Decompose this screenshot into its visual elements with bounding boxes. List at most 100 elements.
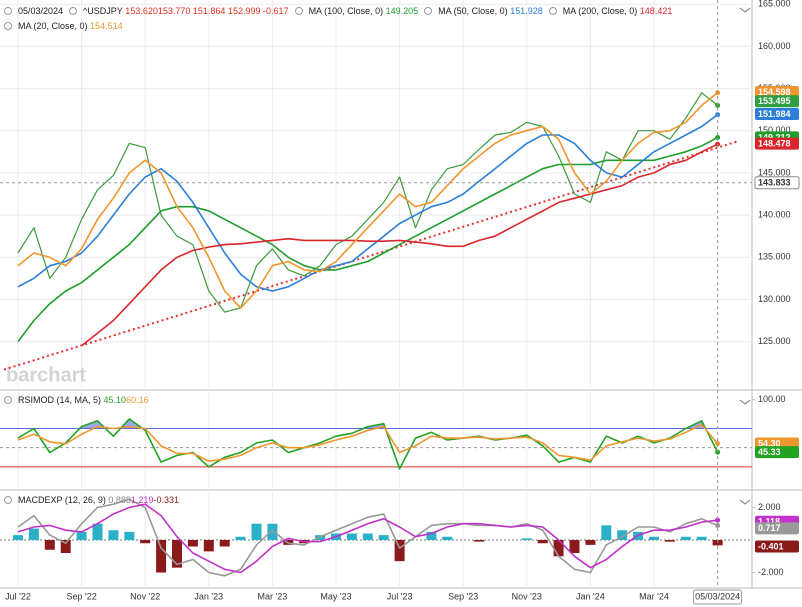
histogram-bar: [187, 540, 198, 547]
legend-change: -0.617: [263, 6, 289, 16]
y-tick-label: -2.000: [758, 567, 784, 577]
trendline: [3, 140, 738, 371]
icon: [548, 7, 557, 15]
y-tick-label: 125.000: [758, 336, 791, 346]
legend-date: 05/03/2024: [18, 6, 64, 16]
end-dot: [715, 102, 721, 108]
end-dot: [715, 134, 721, 140]
legend-close: 152.999: [227, 6, 261, 16]
panel-icon: [739, 399, 751, 405]
x-tick-label: Sep '23: [448, 591, 478, 601]
x-tick-label: Nov '22: [130, 591, 160, 601]
price-badge-label: 143.833: [758, 178, 791, 188]
histogram-bar: [426, 531, 437, 540]
y-tick-label: 140.000: [758, 209, 791, 219]
icon: [4, 7, 12, 15]
series-line: [17, 92, 719, 309]
histogram-bar: [664, 540, 675, 542]
histogram-bar: [362, 533, 373, 540]
histogram-bar: [378, 535, 389, 540]
histogram-bar: [76, 531, 87, 540]
x-tick-label: Mar '23: [258, 591, 288, 601]
y-tick-label: 160.000: [758, 41, 791, 51]
panel-icon: [739, 499, 751, 505]
price-badge-label: 1.118: [758, 517, 780, 527]
icon: [294, 7, 303, 15]
histogram-bar: [680, 536, 691, 540]
histogram-bar: [251, 523, 262, 540]
histogram-bar: [203, 540, 214, 552]
series-line: [17, 136, 718, 343]
price-legend-row2: MA (20, Close, 0) 154.514: [4, 21, 123, 31]
x-tick-label: Nov '23: [512, 591, 542, 601]
price-badge: [755, 95, 799, 108]
histogram-bar: [44, 540, 55, 550]
end-dot: [715, 517, 721, 523]
price-badge: [755, 108, 799, 121]
series-line: [17, 423, 719, 462]
histogram-bar: [108, 530, 119, 540]
legend-name: RSIMOD (14, MA, 5): [18, 395, 102, 405]
histogram-bar: [696, 536, 707, 540]
icon: [4, 22, 12, 30]
y-tick-label: 2.000: [758, 502, 781, 512]
icon: [4, 496, 12, 504]
y-tick-label: 130.000: [758, 294, 791, 304]
watermark: barchart: [6, 364, 86, 386]
price-badge-label: 151.984: [758, 109, 791, 119]
price-badge-label: 153.495: [758, 96, 791, 106]
histogram-bar: [521, 538, 532, 540]
price-badge: [755, 137, 799, 150]
histogram-bar: [140, 540, 151, 544]
legend-value: 149.205: [385, 6, 419, 16]
histogram-bar: [474, 540, 485, 542]
price-badge-label: 149.212: [758, 132, 791, 142]
legend-value: 148.421: [639, 6, 673, 16]
price-badge: [755, 522, 799, 535]
price-badge-label: 148.478: [758, 138, 791, 148]
legend-value: 1.219: [130, 495, 154, 505]
legend-name: MACDEXP (12, 26, 9): [18, 495, 106, 505]
x-tick-label: Sep '22: [66, 591, 96, 601]
histogram-bar: [235, 536, 246, 540]
histogram-bar: [28, 528, 39, 540]
histogram-bar: [553, 540, 564, 557]
price-badge-label: -0.401: [758, 541, 784, 551]
histogram-bar: [60, 540, 71, 554]
legend-name: MA (20, Close, 0): [18, 21, 88, 31]
series-line: [81, 143, 718, 347]
y-tick-label: 135.000: [758, 252, 791, 262]
legend-value: 60.16: [126, 395, 149, 405]
x-tick-label: Jan '24: [576, 591, 605, 601]
icon: [4, 396, 12, 404]
y-tick-label: 100.00: [758, 394, 786, 404]
x-tick-label: Jul '23: [387, 591, 413, 601]
histogram-bar: [13, 535, 23, 540]
histogram-bar: [92, 523, 103, 540]
histogram-bar: [394, 540, 405, 562]
histogram-bar: [156, 540, 167, 573]
legend-value: 154.514: [90, 21, 123, 31]
histogram-bar: [617, 530, 628, 540]
legend-low: 151.864: [192, 6, 226, 16]
series-line: [17, 498, 718, 577]
price-badge-label: 154.598: [758, 87, 791, 97]
end-dot: [715, 441, 721, 447]
macd-legend: MACDEXP (12, 26, 9) 0.8881.219-0.331: [4, 495, 179, 505]
histogram-bar: [537, 540, 548, 544]
legend-value: 0.888: [108, 495, 131, 505]
price-badge-label: 54.30: [758, 438, 781, 448]
price-badge: [755, 446, 799, 459]
icon: [424, 7, 433, 15]
histogram-bar: [601, 525, 612, 540]
price-badge-label: 0.717: [758, 523, 781, 533]
histogram-bar: [569, 540, 580, 554]
x-tick-label: Jul '22: [5, 591, 31, 601]
price-badge: [755, 540, 799, 553]
histogram-bar: [585, 540, 596, 545]
x-tick-label: Jan '23: [194, 591, 223, 601]
legend-value: 45.10: [103, 395, 127, 405]
price-badge: [755, 85, 799, 98]
x-tick-label: 05/03/2024: [695, 591, 740, 601]
